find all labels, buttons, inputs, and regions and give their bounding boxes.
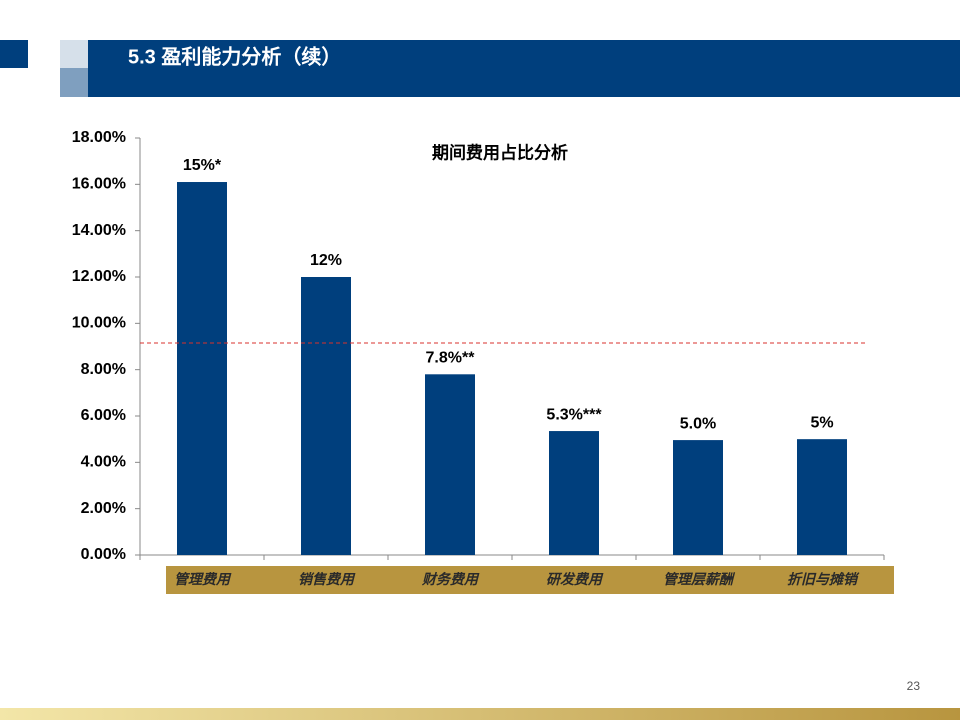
footer-bar (0, 708, 960, 720)
category-band (166, 566, 894, 594)
x-tick-label: 财务费用 (421, 571, 480, 588)
y-tick-label: 4.00% (81, 454, 126, 471)
y-tick-label: 18.00% (72, 129, 126, 146)
x-tick-label: 销售费用 (298, 571, 356, 588)
header-square (60, 40, 88, 68)
y-tick-label: 12.00% (72, 268, 126, 285)
y-tick-label: 0.00% (81, 546, 126, 563)
header-bar (88, 40, 960, 97)
y-tick-label: 2.00% (81, 500, 126, 517)
bar-annotation: 12% (310, 252, 342, 269)
bar-annotation: 7.8%** (426, 350, 476, 367)
y-tick-label: 10.00% (72, 315, 126, 332)
header-square (60, 68, 88, 97)
bar-annotation: 5.3%*** (546, 406, 602, 423)
bar-annotation: 5.0% (680, 415, 716, 432)
bar (425, 374, 475, 555)
bar-annotation: 5% (810, 414, 833, 431)
bar (797, 439, 847, 555)
bar (177, 182, 227, 555)
bar (673, 440, 723, 555)
x-tick-label: 管理费用 (174, 571, 232, 588)
chart-title: 期间费用占比分析 (432, 143, 568, 164)
y-tick-label: 6.00% (81, 407, 126, 424)
y-tick-label: 16.00% (72, 176, 126, 193)
bar (549, 431, 599, 555)
x-tick-label: 折旧与摊销 (787, 571, 860, 588)
bar (301, 277, 351, 555)
y-tick-label: 8.00% (81, 361, 126, 378)
y-tick-label: 14.00% (72, 222, 126, 239)
header-title: 5.3 盈利能力分析（续） (128, 44, 341, 68)
page-number: 23 (907, 679, 921, 693)
header-square (0, 40, 28, 68)
x-tick-label: 管理层薪酬 (663, 571, 736, 588)
x-tick-label: 研发费用 (546, 571, 604, 588)
bar-annotation: 15%* (183, 157, 222, 174)
